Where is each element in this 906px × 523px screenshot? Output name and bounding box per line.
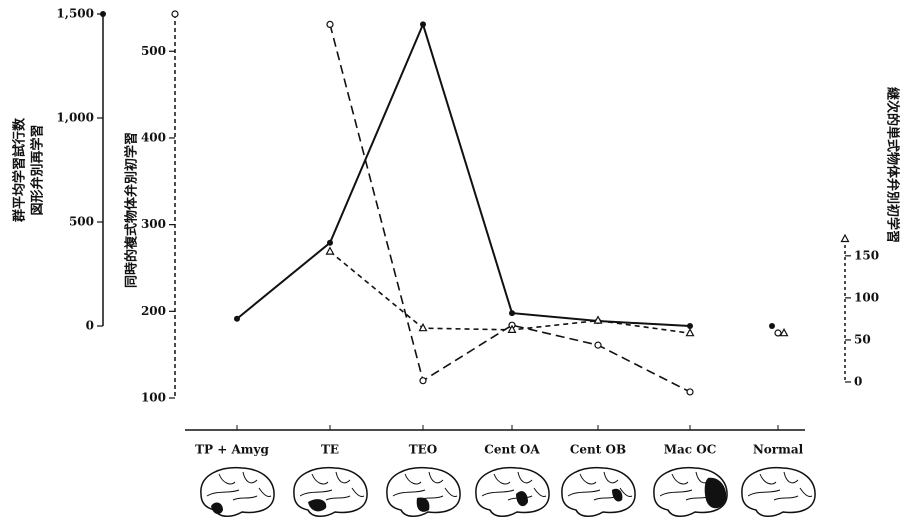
brain-icon: [387, 468, 460, 517]
y2-axis-label: 同時的複式物体弁別初学習: [124, 132, 140, 288]
series-line: [237, 24, 690, 326]
marker: [420, 378, 426, 384]
y3-axis-end: [842, 235, 849, 242]
brain-part: [201, 468, 274, 517]
y3-tick-label: 0: [854, 375, 862, 389]
y2-tick-label: 500: [141, 44, 166, 58]
y-tick-label: 500: [69, 215, 94, 229]
marker: [420, 324, 427, 331]
x-tick-label: Normal: [753, 443, 804, 457]
marker: [234, 316, 240, 322]
x-tick-label: Mac OC: [664, 443, 717, 457]
y2-tick-label: 200: [141, 304, 166, 318]
brain-part: [562, 468, 635, 517]
marker: [775, 330, 781, 336]
brain-icon: [654, 468, 727, 517]
brain-part: [742, 468, 815, 517]
brain-part: [476, 468, 549, 517]
y2-tick-label: 400: [141, 130, 166, 144]
y2-tick-label: 300: [141, 217, 166, 231]
marker: [769, 323, 775, 329]
brain-part: [294, 468, 367, 517]
y-tick-label: 1,000: [56, 111, 94, 125]
marker: [327, 21, 333, 27]
x-tick-label: TP + Amyg: [195, 443, 269, 457]
y-axis-label-line1: 群平均学習試行数: [12, 117, 28, 222]
y3-axis-label: 継次的単式物体弁別初学習: [885, 87, 901, 243]
marker: [509, 310, 515, 316]
marker: [327, 240, 333, 246]
brain-icon: [562, 468, 635, 517]
y3-tick-label: 100: [854, 290, 879, 304]
marker: [687, 389, 693, 395]
marker: [420, 21, 426, 27]
x-tick-label: Cent OA: [484, 443, 540, 457]
page: {"chart_data": {"type": "line", "categor…: [0, 0, 906, 523]
y3-tick-label: 150: [854, 248, 879, 262]
y-tick-label: 0: [86, 319, 94, 333]
series-line: [330, 252, 690, 334]
marker: [327, 248, 334, 255]
y-tick-label: 1,500: [56, 7, 94, 21]
y3-tick-label: 50: [854, 332, 871, 346]
x-tick-label: TE: [321, 443, 339, 457]
brain-icon: [476, 468, 549, 517]
brain-icon: [742, 468, 815, 517]
brain-icon: [201, 468, 274, 517]
y-axis-label-line2: 図形弁別再学習: [30, 124, 46, 215]
marker: [687, 329, 694, 336]
y2-axis-end: [172, 11, 178, 17]
brain-icon: [294, 468, 367, 517]
series-line: [330, 24, 690, 392]
marker: [595, 342, 601, 348]
x-tick-label: Cent OB: [570, 443, 626, 457]
x-tick-label: TEO: [409, 443, 438, 457]
y2-tick-label: 100: [141, 391, 166, 405]
chart: 群平均学習試行数 図形弁別再学習 同時的複式物体弁別初学習 継次的単式物体弁別初…: [0, 0, 906, 523]
